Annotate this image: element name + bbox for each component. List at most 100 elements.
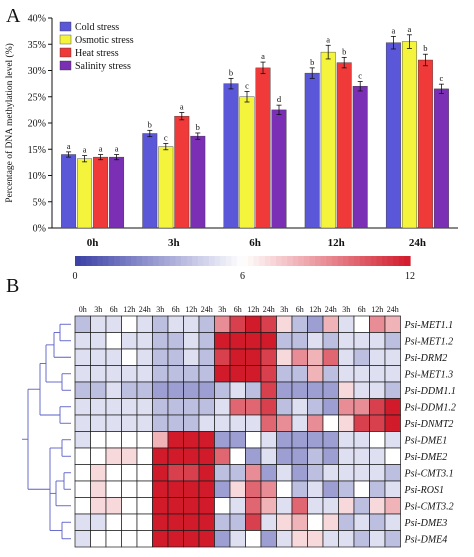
heatmap-cell <box>183 447 200 465</box>
heatmap-cell <box>90 332 107 350</box>
heatmap-cell <box>229 497 246 515</box>
heatmap-cell <box>307 365 324 383</box>
heatmap-cell <box>338 381 355 399</box>
x-category-label: 0h <box>87 237 99 249</box>
heatmap-cell <box>229 315 246 333</box>
heatmap-cell <box>245 348 262 366</box>
heatmap-cell <box>260 315 277 333</box>
heatmap-cell <box>338 348 355 366</box>
heatmap-cell <box>214 365 231 383</box>
heatmap-cell <box>369 480 386 498</box>
heatmap-cell <box>214 464 231 482</box>
scale-segment <box>270 256 277 266</box>
legend-label: Heat stress <box>75 48 119 59</box>
heatmap-cell <box>152 315 169 333</box>
heatmap-row-label: Psi-ROS1 <box>404 485 444 496</box>
heatmap-cell <box>105 315 122 333</box>
heatmap-cell <box>369 464 386 482</box>
significance-label: c <box>245 81 249 91</box>
significance-label: a <box>99 144 103 154</box>
heatmap-cell <box>198 431 215 449</box>
heatmap-cell <box>353 513 370 531</box>
heatmap-cell <box>245 315 262 333</box>
bar <box>158 146 174 229</box>
scale-label: 6 <box>240 271 245 282</box>
heatmap-cell <box>260 480 277 498</box>
heatmap-cell <box>74 497 91 515</box>
heatmap-cell <box>214 497 231 515</box>
heatmap-cell <box>214 530 231 548</box>
heatmap-cell <box>322 480 339 498</box>
scale-segment <box>393 256 400 266</box>
scale-segment <box>169 256 177 266</box>
bar <box>320 51 336 229</box>
heatmap-cell <box>369 315 386 333</box>
heatmap-row-label: Psi-CMT3.1 <box>404 468 454 479</box>
heatmap-cell <box>322 431 339 449</box>
heatmap-cell <box>136 332 153 350</box>
scale-segment <box>136 256 143 266</box>
significance-label: b <box>310 57 314 67</box>
bar <box>190 135 206 229</box>
heatmap-cell <box>245 398 262 416</box>
scale-segment <box>387 256 394 266</box>
heatmap-cell <box>136 464 153 482</box>
heatmap-cell <box>198 398 215 416</box>
significance-label: a <box>67 141 71 151</box>
heatmap-cell <box>291 497 308 515</box>
heatmap-cell <box>152 365 169 383</box>
heatmap-cell <box>322 365 339 383</box>
heatmap-cell <box>121 365 138 383</box>
scale-segment <box>86 256 93 266</box>
scale-segment <box>376 256 383 266</box>
heatmap-cell <box>353 381 370 399</box>
scale-segment <box>370 256 378 266</box>
heatmap-cell <box>167 447 184 465</box>
heatmap-cell <box>307 431 324 449</box>
significance-label: a <box>261 51 265 61</box>
scale-segment <box>365 256 372 266</box>
heatmap-cell <box>322 348 339 366</box>
heatmap-cell <box>291 447 308 465</box>
heatmap-cell <box>152 414 169 432</box>
heatmap-cell <box>136 480 153 498</box>
scale-segment <box>264 256 272 266</box>
scale-segment <box>309 256 316 266</box>
scale-label: 12 <box>405 271 415 282</box>
heatmap-cell <box>353 398 370 416</box>
heatmap-cell <box>369 381 386 399</box>
scale-segment <box>220 256 227 266</box>
y-tick-label: 10% <box>28 171 46 182</box>
heatmap-column-label: 12h <box>247 305 259 314</box>
heatmap-cell <box>214 431 231 449</box>
heatmap-cell <box>121 480 138 498</box>
significance-label: a <box>83 145 87 155</box>
bar <box>93 156 109 229</box>
heatmap-cell <box>276 497 293 515</box>
heatmap-cell <box>105 530 122 548</box>
heatmap-cell <box>214 348 231 366</box>
heatmap-cell <box>198 315 215 333</box>
heatmap-cell <box>322 315 339 333</box>
scale-segment <box>337 256 344 266</box>
scale-segment <box>382 256 389 266</box>
heatmap-cell <box>198 480 215 498</box>
heatmap-cell <box>353 431 370 449</box>
scale-segment <box>192 256 199 266</box>
heatmap-cell <box>307 480 324 498</box>
significance-label: a <box>326 34 330 44</box>
heatmap-cell <box>90 431 107 449</box>
heatmap-cell <box>338 480 355 498</box>
heatmap-row-label: Psi-MET1.1 <box>404 320 454 331</box>
heatmap-cell <box>183 315 200 333</box>
heatmap-row-label: Psi-DNMT2 <box>404 419 454 430</box>
heatmap-cell <box>291 480 308 498</box>
heatmap-cell <box>121 398 138 416</box>
heatmap-cell <box>276 348 293 366</box>
heatmap-cell <box>322 332 339 350</box>
heatmap-column-label: 6h <box>110 305 118 314</box>
heatmap-column-label: 3h <box>218 305 226 314</box>
scale-segment <box>158 256 165 266</box>
bar <box>239 96 255 229</box>
